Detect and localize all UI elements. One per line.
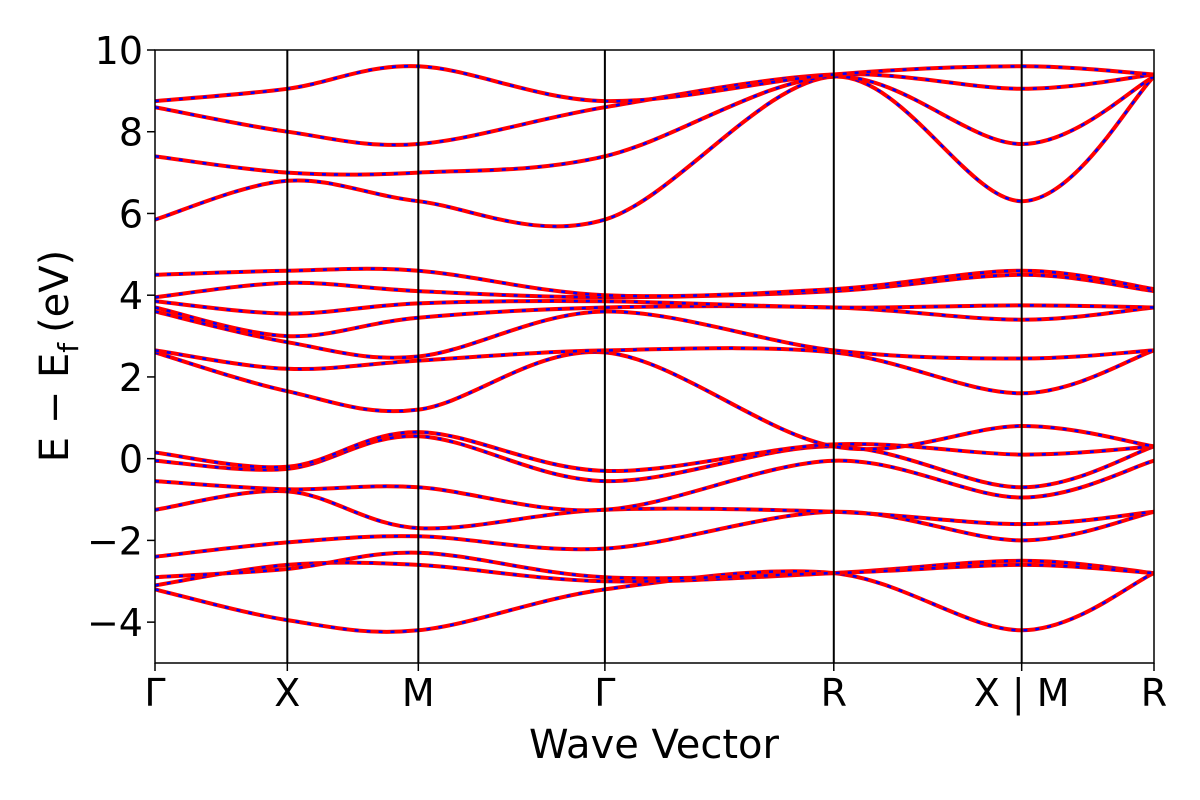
band-line-red [155, 346, 1154, 396]
band-lines [155, 64, 1154, 634]
band-line-red [155, 64, 1154, 104]
band-line-red [155, 304, 1154, 339]
band-line-blue [155, 304, 1154, 338]
band-line-blue [155, 75, 1154, 176]
x-tick-label: Γ [594, 671, 615, 715]
y-tick-label: −4 [87, 601, 143, 645]
y-tick-label: 6 [119, 192, 143, 236]
band-line-red [155, 74, 1154, 177]
band-line-red [155, 509, 1154, 559]
y-tick-label: 10 [95, 29, 143, 73]
band-line-blue [155, 75, 1154, 228]
y-tick-label: −2 [87, 519, 143, 563]
x-tick-label: M [402, 671, 435, 715]
x-tick-label: R [821, 671, 847, 715]
band-line-blue [155, 64, 1154, 103]
high-symmetry-lines [286, 50, 1023, 663]
x-tick-label: X [274, 671, 300, 715]
x-axis-ticks: Γ X M Γ R X | M R [144, 663, 1167, 716]
x-tick-label: Γ [144, 671, 165, 715]
y-axis-label: E − Ef (eV) [32, 250, 85, 463]
band-line-blue [155, 551, 1154, 580]
y-axis-label-unit: (eV) [32, 250, 78, 333]
y-axis-ticks: −4 −2 0 2 4 6 8 10 [87, 29, 155, 645]
plot-frame [154, 49, 1155, 664]
band-line-red [155, 430, 1154, 473]
band-line-blue [155, 72, 1154, 147]
y-tick-label: 2 [119, 356, 143, 400]
band-line-blue [155, 273, 1154, 299]
x-tick-label: R [1141, 671, 1167, 715]
band-line-red [155, 299, 1154, 316]
y-tick-label: 4 [119, 274, 143, 318]
band-line-red [155, 349, 1154, 452]
band-line-red [155, 458, 1154, 513]
y-axis-label-main: E − E [32, 353, 78, 463]
y-tick-label: 0 [119, 438, 143, 482]
x-tick-label: X | M [974, 671, 1070, 716]
band-line-red [155, 434, 1154, 490]
y-tick-label: 8 [119, 111, 143, 155]
y-axis-label-subscript: f [52, 342, 85, 353]
x-axis-label: Wave Vector [529, 722, 780, 768]
band-line-blue [155, 559, 1154, 587]
band-line-blue [155, 434, 1154, 489]
band-line-red [155, 309, 1154, 361]
band-line-blue [155, 267, 1154, 298]
band-line-blue [155, 510, 1154, 558]
band-line-blue [155, 350, 1154, 451]
band-line-red [155, 272, 1154, 300]
